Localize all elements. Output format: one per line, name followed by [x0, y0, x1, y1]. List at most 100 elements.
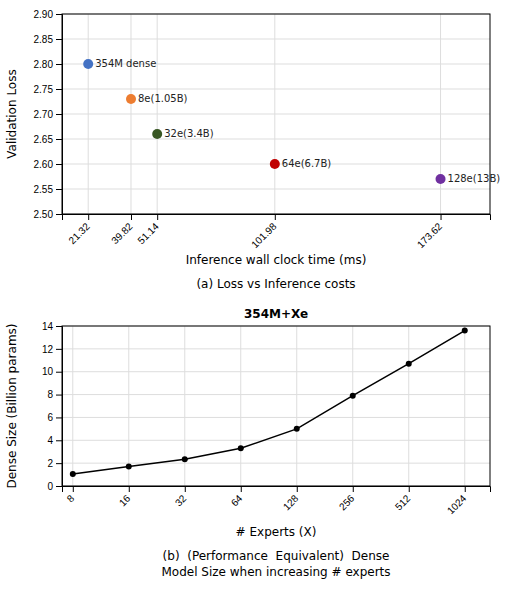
- y-tick: 14: [42, 321, 62, 332]
- y-tick: 2.65: [34, 134, 62, 145]
- y-tick: 8: [47, 389, 62, 400]
- x-axis: 21.32 39.8251.14 101.98 173.62: [63, 214, 491, 250]
- y-tick-mark: [56, 417, 62, 418]
- x-tick-mark: [353, 486, 354, 492]
- x-tick-mark: [409, 486, 410, 492]
- y-tick-label: 4: [47, 435, 53, 446]
- grid: [62, 326, 490, 486]
- x-tick-label: 512: [393, 492, 413, 512]
- y-tick-mark: [56, 139, 62, 140]
- x-tick: 8: [65, 486, 77, 504]
- x-tick-label: 8: [65, 492, 77, 504]
- y-tick-mark: [56, 214, 62, 215]
- y-tick-mark: [56, 189, 62, 190]
- grid-line-y: [62, 463, 490, 464]
- chart-title: 354M+Xe: [244, 307, 308, 321]
- y-tick-label: 2.80: [34, 59, 54, 70]
- y-tick: 2.80: [34, 59, 62, 70]
- line-marker: [238, 445, 244, 451]
- y-tick-label: 6: [47, 412, 53, 423]
- x-tick-mark: [88, 214, 89, 220]
- y-tick-mark: [56, 395, 62, 396]
- x-tick-mark: [275, 214, 276, 220]
- x-tick: 39.82: [109, 214, 135, 246]
- x-tick: 21.32: [66, 214, 92, 246]
- plot: 8163264128256512102402468101214354M+Xe# …: [5, 307, 491, 579]
- grid-line-y: [62, 417, 490, 418]
- y-tick: 10: [42, 366, 62, 377]
- x-tick-mark: [185, 486, 186, 492]
- point-label: 32e(3.4B): [164, 128, 214, 139]
- x-tick-mark: [465, 486, 466, 492]
- y-tick-mark: [56, 372, 62, 373]
- chart-container: 21.3239.8251.14101.98173.622.502.552.602…: [0, 0, 516, 612]
- x-tick-label: 128: [281, 492, 301, 512]
- point-label: 8e(1.05B): [138, 93, 188, 104]
- y-tick: 2.85: [34, 34, 62, 45]
- y-tick: 2: [47, 458, 62, 469]
- x-tick-label: 21.32: [66, 220, 92, 246]
- x-tick-label: 16: [117, 492, 133, 508]
- caption-line: (b) (Performance Equivalent) Dense: [163, 549, 390, 563]
- caption-line: Model Size when increasing # experts: [161, 565, 390, 579]
- grid-line-x: [72, 326, 73, 486]
- y-axis: 0 2 4 6 8 10 12 14: [42, 321, 63, 492]
- x-tick: 173.62: [415, 214, 445, 250]
- scatter-point: [270, 159, 280, 169]
- grid-line-x: [408, 326, 409, 486]
- x-tick: 101.98: [249, 214, 279, 250]
- y-tick-label: 12: [42, 344, 54, 355]
- y-tick-label: 0: [47, 481, 53, 492]
- x-tick-mark: [297, 486, 298, 492]
- grid-line-x: [240, 326, 241, 486]
- y-tick-mark: [56, 440, 62, 441]
- y-tick-label: 2.90: [34, 9, 54, 20]
- x-tick: 32: [173, 486, 189, 508]
- y-axis-title: Validation Loss: [5, 69, 19, 158]
- y-axis: 2.502.552.602.652.702.752.802.852.90: [34, 9, 63, 220]
- x-tick: 128: [281, 486, 301, 512]
- grid-line-y: [62, 189, 490, 190]
- y-tick: 4: [47, 435, 62, 446]
- x-tick-mark: [129, 486, 130, 492]
- x-tick-mark: [157, 214, 158, 220]
- grid-line-y: [62, 348, 490, 349]
- y-axis-title: Dense Size (Billion params): [5, 323, 19, 488]
- y-tick-mark: [56, 39, 62, 40]
- grid-line-y: [62, 394, 490, 395]
- grid-line-y: [62, 371, 490, 372]
- x-tick: 16: [117, 486, 133, 508]
- y-tick: 2.75: [34, 84, 62, 95]
- grid-line-y: [62, 114, 490, 115]
- x-axis: 81632641282565121024: [63, 486, 491, 516]
- x-tick-label: 51.14: [135, 220, 161, 246]
- y-tick-mark: [56, 64, 62, 65]
- caption: (a) Loss vs Inference costs: [196, 277, 355, 291]
- marks: [83, 59, 445, 184]
- line-marker: [406, 361, 412, 367]
- y-tick: 2.50: [34, 209, 62, 220]
- grid-line-x: [352, 326, 353, 486]
- grid-line-y: [62, 440, 490, 441]
- x-tick: 512: [393, 486, 413, 512]
- grid: [62, 14, 490, 214]
- x-axis-line: [63, 215, 491, 221]
- y-tick-mark: [56, 486, 62, 487]
- data-line: [73, 331, 465, 474]
- scatter-point: [126, 94, 136, 104]
- y-tick: 0: [47, 481, 62, 492]
- y-tick: 2.90: [34, 9, 62, 20]
- x-tick-label: 101.98: [249, 220, 279, 250]
- point-label: 128e(13B): [448, 173, 501, 184]
- x-tick-label: 173.62: [415, 220, 445, 250]
- y-tick: 2.55: [34, 184, 62, 195]
- y-tick-mark: [56, 14, 62, 15]
- y-axis-line: [56, 15, 63, 215]
- x-axis-title: # Experts (X): [236, 525, 317, 539]
- x-tick-label: 256: [337, 492, 357, 512]
- x-tick: 256: [337, 486, 357, 512]
- marks: [70, 328, 468, 477]
- chart-svg: 21.3239.8251.14101.98173.622.502.552.602…: [0, 0, 516, 612]
- line-marker: [462, 328, 468, 334]
- y-tick-label: 2.70: [34, 109, 54, 120]
